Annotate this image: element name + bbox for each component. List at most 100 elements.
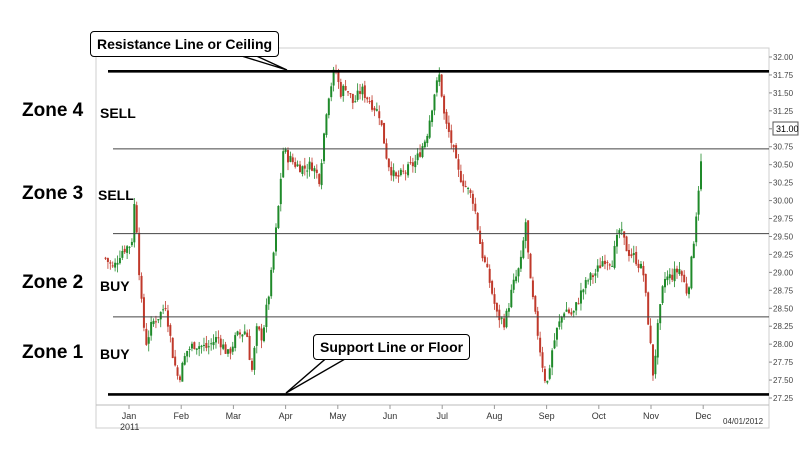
zone-2-label: Zone 2 bbox=[22, 272, 84, 293]
candle-body bbox=[536, 311, 539, 336]
candle-body bbox=[563, 313, 566, 318]
x-tick-label: Jul bbox=[436, 411, 448, 421]
candle-body bbox=[510, 289, 513, 308]
candle-body bbox=[303, 165, 306, 169]
candle-body bbox=[356, 90, 359, 100]
candle-body bbox=[555, 327, 558, 340]
x-axis-end-date: 04/01/2012 bbox=[723, 417, 764, 426]
candle-body bbox=[416, 153, 419, 161]
candle-body bbox=[267, 296, 270, 305]
candle-body bbox=[236, 331, 239, 335]
candle-body bbox=[659, 304, 662, 324]
candle-body bbox=[656, 323, 659, 358]
candle-body bbox=[332, 69, 335, 86]
candle-body bbox=[169, 325, 172, 336]
candle-body bbox=[671, 274, 674, 280]
y-tick-label: 27.50 bbox=[773, 376, 794, 385]
candle-body bbox=[596, 265, 599, 272]
candle-body bbox=[337, 72, 340, 83]
plot-frame bbox=[95, 47, 770, 429]
candle-body bbox=[524, 222, 527, 241]
candle-body bbox=[183, 356, 186, 365]
candle-body bbox=[481, 242, 484, 259]
candle-body bbox=[250, 360, 253, 370]
candle-body bbox=[114, 262, 117, 268]
candle-body bbox=[195, 348, 198, 350]
candle-body bbox=[402, 170, 405, 172]
candle-body bbox=[181, 362, 184, 382]
candle-body bbox=[202, 344, 205, 346]
candle-body bbox=[611, 265, 614, 267]
candle-body bbox=[253, 347, 256, 370]
candle-body bbox=[116, 262, 119, 265]
y-tick-label: 28.00 bbox=[773, 340, 794, 349]
candle-body bbox=[673, 268, 676, 282]
candle-body bbox=[287, 150, 290, 163]
candle-body bbox=[534, 295, 537, 312]
candle-body bbox=[421, 146, 424, 158]
candle-body bbox=[589, 273, 592, 280]
candle-body bbox=[591, 275, 594, 278]
candle-body bbox=[311, 162, 314, 171]
candle-body bbox=[620, 229, 623, 231]
y-tick-label: 30.25 bbox=[773, 179, 794, 188]
candle-body bbox=[529, 253, 532, 279]
x-tick-label: Nov bbox=[643, 411, 660, 421]
candle-body bbox=[654, 355, 657, 375]
candle-body bbox=[668, 274, 671, 279]
candle-body bbox=[579, 290, 582, 304]
candle-body bbox=[123, 248, 126, 253]
candle-body bbox=[582, 289, 585, 293]
candle-body bbox=[188, 349, 191, 351]
candle-body bbox=[531, 280, 534, 298]
candle-body bbox=[661, 286, 664, 304]
candle-body bbox=[234, 335, 237, 349]
candle-body bbox=[443, 95, 446, 114]
candle-body bbox=[325, 114, 328, 135]
candle-body bbox=[577, 303, 580, 305]
candle-body bbox=[390, 167, 393, 176]
zone-1-action: BUY bbox=[100, 346, 130, 362]
y-tick-label: 31.50 bbox=[773, 89, 794, 98]
candle-body bbox=[500, 317, 503, 319]
candle-body bbox=[106, 258, 109, 262]
support-callout: Support Line or Floor bbox=[313, 334, 471, 360]
candle-body bbox=[663, 278, 666, 288]
candle-body bbox=[666, 276, 669, 281]
y-tick-label: 28.50 bbox=[773, 304, 794, 313]
candle-body bbox=[692, 243, 695, 258]
candle-body bbox=[426, 135, 429, 144]
y-tick-label: 30.75 bbox=[773, 143, 794, 152]
candle-body bbox=[635, 251, 638, 265]
candle-body bbox=[186, 350, 189, 357]
candle-body bbox=[603, 260, 606, 265]
candle-body bbox=[363, 85, 366, 98]
candle-body bbox=[613, 245, 616, 268]
candle-body bbox=[241, 334, 244, 337]
candle-body bbox=[248, 335, 251, 360]
candle-body bbox=[688, 287, 691, 295]
x-tick-label: Aug bbox=[486, 411, 502, 421]
x-axis-year-label: 2011 bbox=[120, 422, 139, 432]
candle-body bbox=[344, 86, 347, 91]
candle-body bbox=[371, 100, 374, 110]
candle-body bbox=[594, 273, 597, 276]
candle-body bbox=[205, 342, 208, 348]
candle-body bbox=[683, 274, 686, 283]
candle-body bbox=[572, 310, 575, 313]
candle-body bbox=[690, 256, 693, 289]
resistance-callout: Resistance Line or Ceiling bbox=[90, 31, 280, 57]
candle-body bbox=[623, 231, 626, 238]
candle-body bbox=[553, 340, 556, 349]
candle-body bbox=[519, 256, 522, 269]
candle-body bbox=[320, 163, 323, 186]
candle-body bbox=[104, 257, 107, 259]
y-tick-label: 30.00 bbox=[773, 197, 794, 206]
candle-body bbox=[255, 326, 258, 346]
candle-body bbox=[567, 309, 570, 313]
candle-body bbox=[142, 297, 145, 328]
candle-body bbox=[222, 344, 225, 349]
candle-body bbox=[375, 109, 378, 111]
candle-body bbox=[431, 110, 434, 123]
